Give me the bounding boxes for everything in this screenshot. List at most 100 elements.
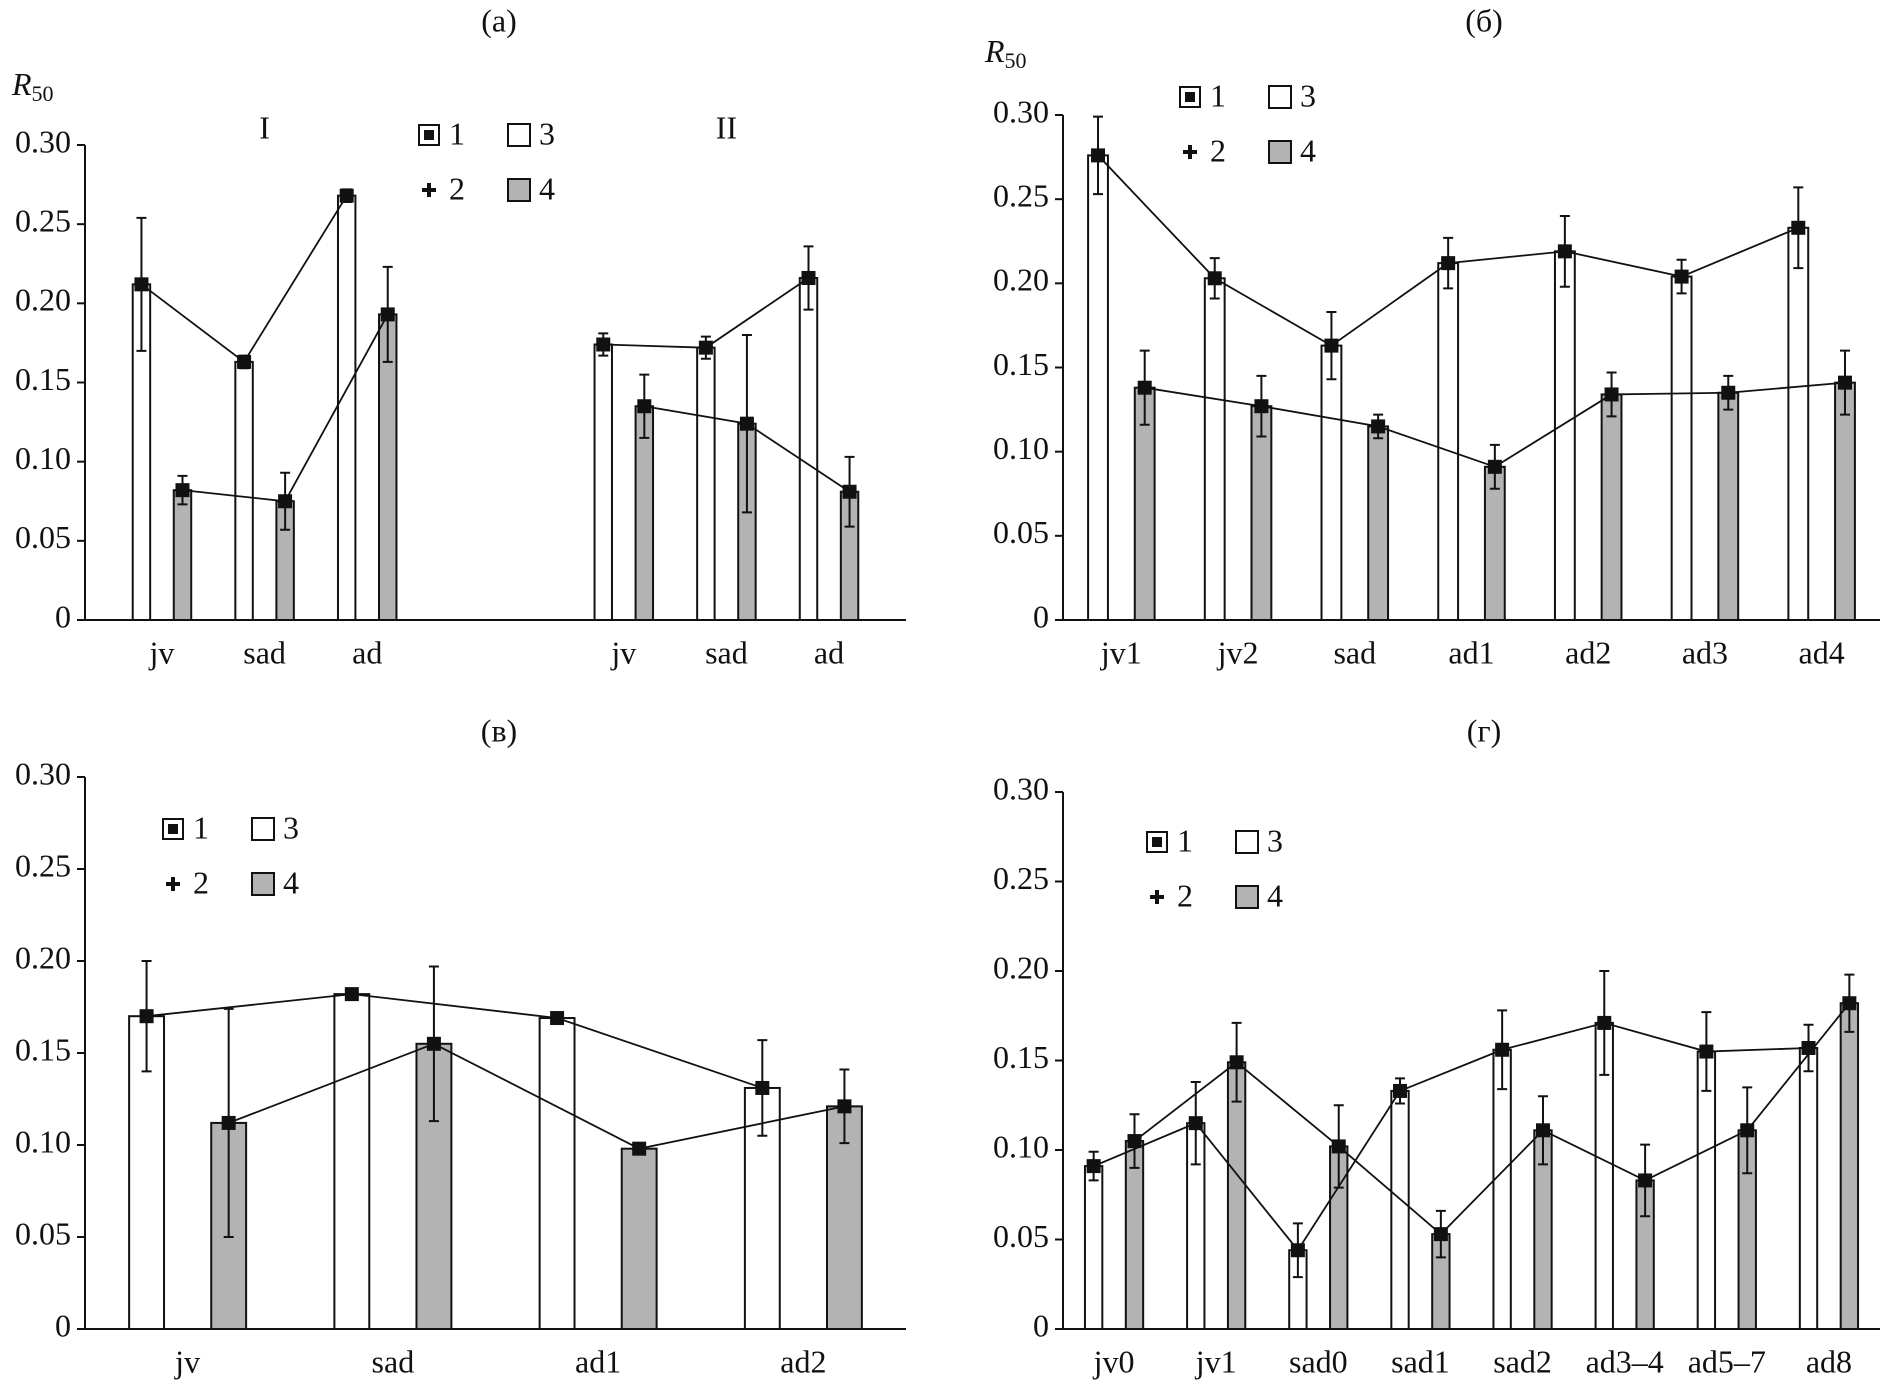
bar xyxy=(1390,1089,1410,1331)
y-tick-label: 0.30 xyxy=(15,755,71,791)
marker xyxy=(1535,1123,1550,1138)
bar xyxy=(336,194,357,622)
bar xyxy=(1798,1046,1819,1330)
y-axis-label-main: R xyxy=(11,66,32,102)
x-tick-label: ad5–7 xyxy=(1688,1343,1766,1379)
line xyxy=(146,993,763,1089)
bar xyxy=(1437,262,1460,621)
marker xyxy=(1371,419,1386,434)
panel: (г) 0 0.05 0.10 0.15 0.20 0.25 0.30 jv0 jv1 sad0 sa… xyxy=(993,712,1880,1379)
y-tick-label: 0.10 xyxy=(15,440,71,476)
y-tick-label: 0.25 xyxy=(993,178,1049,214)
bar xyxy=(1787,226,1810,622)
panel-title: (в) xyxy=(481,712,517,748)
marker xyxy=(237,354,252,369)
bar xyxy=(1087,154,1109,621)
y-tick-label: 0.30 xyxy=(993,93,1049,129)
group-label: I xyxy=(259,109,270,145)
legend-symbol xyxy=(507,178,531,202)
marker xyxy=(1721,385,1736,400)
legend-label: 4 xyxy=(539,170,555,206)
legend-symbol-inner xyxy=(424,130,434,140)
legend-label: 3 xyxy=(1267,822,1283,858)
y-tick-label: 0.25 xyxy=(15,203,71,239)
y-tick-label: 0.05 xyxy=(15,1215,71,1251)
x-tick-label: jv1 xyxy=(1100,634,1142,670)
y-tick-label: 0.05 xyxy=(993,514,1049,550)
marker xyxy=(1137,380,1152,395)
bar xyxy=(1717,391,1740,621)
marker xyxy=(1801,1040,1816,1055)
marker xyxy=(426,1036,441,1051)
x-tick-label: sad xyxy=(372,1343,415,1379)
y-tick-label: 0.10 xyxy=(15,1123,71,1159)
marker xyxy=(175,483,190,498)
y-axis-label: R50 xyxy=(984,33,1027,73)
x-tick-label: jv xyxy=(149,634,175,670)
line xyxy=(140,195,348,364)
y-tick-label: 0.20 xyxy=(15,939,71,975)
x-tick-label: jv1 xyxy=(1195,1343,1237,1379)
y-tick-label: 0.15 xyxy=(15,361,71,397)
x-tick-label: jv xyxy=(174,1343,200,1379)
bar xyxy=(696,346,716,621)
x-tick-label: ad xyxy=(814,634,844,670)
x-tick-label: jv xyxy=(610,634,636,670)
bar xyxy=(1492,1048,1512,1330)
panel-title: (г) xyxy=(1467,712,1501,748)
bar xyxy=(1124,1140,1145,1331)
marker xyxy=(755,1080,770,1095)
bar xyxy=(1553,250,1576,621)
y-tick-label: 0.10 xyxy=(993,1128,1049,1164)
marker xyxy=(1188,1116,1203,1131)
y-tick-label: 0.30 xyxy=(993,770,1049,806)
bar xyxy=(1839,1002,1860,1330)
legend-label: 4 xyxy=(283,864,299,900)
y-tick-label: 0.15 xyxy=(993,1039,1049,1075)
marker xyxy=(1791,220,1806,235)
legend-symbol-inner xyxy=(1185,92,1195,102)
bar xyxy=(172,489,193,621)
marker xyxy=(739,416,754,431)
bar xyxy=(1367,425,1390,621)
x-tick-label: ad3–4 xyxy=(1586,1343,1664,1379)
bar xyxy=(1834,381,1856,621)
y-axis-label-main: R xyxy=(984,33,1005,69)
marker xyxy=(139,1009,154,1024)
x-tick-label: ad xyxy=(352,634,382,670)
marker xyxy=(1674,269,1689,284)
legend-label: 3 xyxy=(1300,77,1316,113)
y-tick-label: 0 xyxy=(1033,1307,1049,1343)
marker xyxy=(1324,338,1339,353)
marker xyxy=(1290,1243,1305,1258)
y-tick-label: 0 xyxy=(55,598,71,634)
bar xyxy=(1670,275,1693,621)
marker xyxy=(837,1099,852,1114)
marker xyxy=(1487,459,1502,474)
line xyxy=(1093,1021,1809,1252)
y-tick-label: 0.05 xyxy=(993,1218,1049,1254)
x-tick-label: sad0 xyxy=(1289,1343,1348,1379)
marker xyxy=(1597,1015,1612,1030)
marker xyxy=(344,987,359,1002)
marker xyxy=(221,1115,236,1130)
bar xyxy=(333,993,371,1330)
legend-label: 1 xyxy=(193,809,209,845)
legend-symbol-inner xyxy=(168,824,178,834)
legend-symbol xyxy=(1268,140,1292,164)
x-tick-label: sad xyxy=(705,634,748,670)
legend-label: 4 xyxy=(1267,877,1283,913)
y-tick-label: 0 xyxy=(55,1307,71,1343)
legend-label: 2 xyxy=(449,170,465,206)
y-axis-label-sub: 50 xyxy=(1005,48,1027,73)
marker xyxy=(596,337,611,352)
marker xyxy=(1229,1055,1244,1070)
marker xyxy=(1331,1139,1346,1154)
panel: (б) R50 0 0.05 0.10 0.15 0.20 0.25 0.30 jv1 jv2 sad… xyxy=(984,2,1880,670)
marker xyxy=(1091,148,1106,163)
y-tick-label: 0.30 xyxy=(15,123,71,159)
bar xyxy=(1083,1165,1104,1330)
bar xyxy=(1600,393,1623,621)
